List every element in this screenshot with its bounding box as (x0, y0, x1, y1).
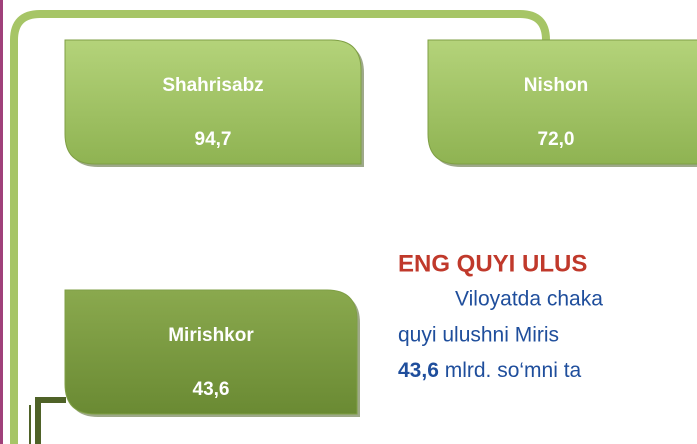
box (64, 39, 362, 165)
box (64, 289, 358, 415)
paragraph-line: Viloyatda chaka (455, 288, 603, 311)
heading: ENG QUYI ULUS (398, 250, 587, 277)
paragraph-line: quyi ulushni Miris (398, 324, 559, 347)
box-name: Mirishkor (168, 325, 254, 346)
connector-frame (10, 10, 550, 444)
paragraph-bold: 43,6 (398, 359, 439, 382)
boxes: Shahrisabz 94,7 Nishon 72,0 Mirishkor 43,6 (64, 39, 697, 417)
connector-dark (35, 397, 66, 444)
box-name: Nishon (524, 75, 588, 96)
left-edge (0, 0, 3, 444)
box (427, 39, 697, 165)
box-value: 72,0 (538, 129, 575, 150)
box-name: Shahrisabz (162, 75, 263, 96)
box-value: 43,6 (193, 379, 230, 400)
paragraph-line: 43,6 mlrd. so‘mni ta (398, 359, 582, 382)
paragraph-rest: mlrd. so‘mni ta (439, 359, 582, 382)
box-value: 94,7 (195, 129, 232, 150)
